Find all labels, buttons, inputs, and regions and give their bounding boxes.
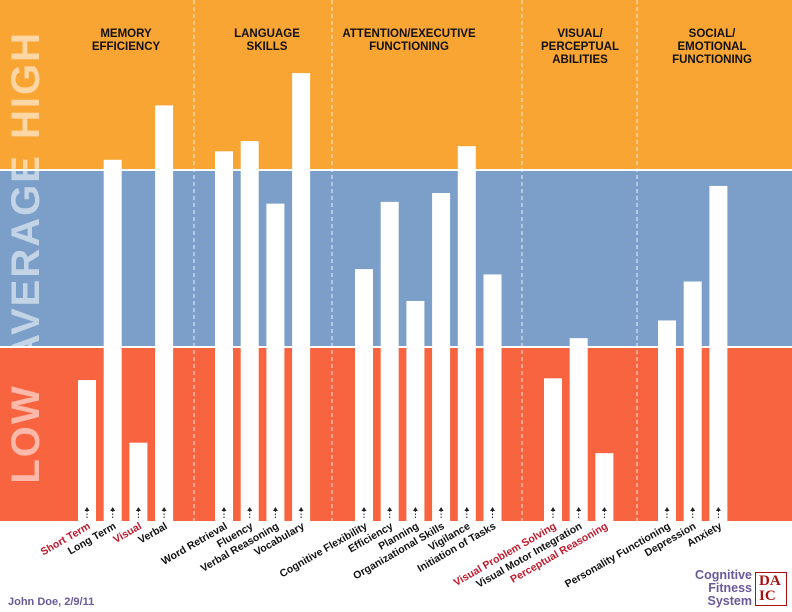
group-title-line: PERCEPTUAL [541, 41, 619, 53]
bar [129, 442, 148, 521]
group-title-line: FUNCTIONING [369, 41, 449, 53]
up-arrow-icon [550, 507, 556, 511]
group-title-line: EFFICIENCY [92, 41, 161, 53]
up-arrow-icon [161, 507, 167, 511]
bar [432, 193, 451, 521]
bar [406, 300, 425, 521]
daic-logo: DA IC [755, 572, 787, 606]
up-arrow-icon [298, 507, 304, 511]
bar [215, 151, 233, 522]
bar [709, 185, 728, 521]
brand-line-2: Fitness [708, 581, 752, 595]
bar [155, 105, 174, 522]
brand-line-3: System [707, 594, 752, 608]
group-title-line: VISUAL/ [557, 28, 603, 40]
band-label-average: AVERAGE [4, 154, 48, 363]
bar [483, 274, 502, 521]
up-arrow-icon [601, 507, 607, 511]
group-title-line: FUNCTIONING [672, 54, 752, 66]
up-arrow-icon [135, 507, 141, 511]
bar [103, 159, 122, 522]
up-arrow-icon [464, 507, 470, 511]
up-arrow-icon [690, 507, 696, 511]
band-label-high: HIGH [4, 31, 48, 139]
up-arrow-icon [110, 507, 116, 511]
bar [380, 201, 399, 522]
bar [266, 203, 285, 521]
up-arrow-icon [664, 507, 670, 511]
up-arrow-icon [272, 507, 278, 511]
bar [355, 269, 373, 521]
bar [292, 73, 311, 521]
patient-name-date: John Doe, 2/9/11 [8, 596, 95, 608]
bar [658, 320, 676, 521]
bar [78, 380, 96, 521]
up-arrow-icon [412, 507, 418, 511]
brand-name: Cognitive Fitness System [672, 569, 752, 608]
up-arrow-icon [576, 507, 582, 511]
band-high [0, 0, 792, 170]
group-title-line: SKILLS [247, 41, 288, 53]
bar [544, 378, 562, 521]
group-title-line: MEMORY [100, 28, 152, 40]
up-arrow-icon [84, 507, 90, 511]
logo-text-top: DA [759, 573, 781, 589]
brand-line-1: Cognitive [695, 568, 752, 582]
category-label: Verbal [136, 520, 169, 546]
group-title-line: LANGUAGE [234, 28, 300, 40]
group-title-line: EMOTIONAL [678, 41, 747, 53]
bar [457, 146, 476, 521]
up-arrow-icon [361, 507, 367, 511]
group-title-line: ATTENTION/EXECUTIVE [342, 28, 476, 40]
bar [683, 281, 702, 521]
band-label-low: LOW [4, 384, 48, 483]
bar [569, 338, 588, 521]
group-title-line: ABILITIES [552, 54, 608, 66]
up-arrow-icon [438, 507, 444, 511]
up-arrow-icon [715, 507, 721, 511]
logo-text-bottom: IC [759, 588, 776, 604]
up-arrow-icon [221, 507, 227, 511]
up-arrow-icon [387, 507, 393, 511]
bar [240, 141, 259, 521]
up-arrow-icon [490, 507, 495, 511]
up-arrow-icon [247, 507, 253, 511]
bar [595, 453, 614, 521]
group-title-line: SOCIAL/ [689, 28, 736, 40]
